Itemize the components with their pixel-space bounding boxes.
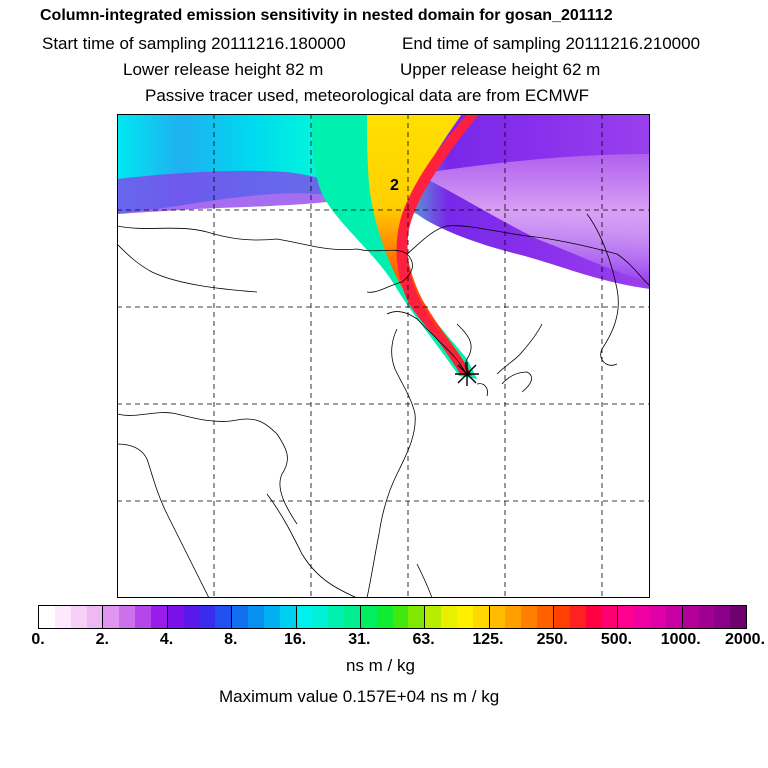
colorbar-tick-label: 2.	[95, 631, 109, 648]
colorbar-segment	[295, 606, 313, 628]
colorbar-segment	[312, 606, 329, 628]
colorbar-segment	[505, 606, 522, 628]
colorbar-segment	[537, 606, 553, 628]
colorbar-segment	[601, 606, 618, 628]
colorbar-segment	[215, 606, 232, 628]
colorbar-tick-label: 8.	[224, 631, 238, 648]
plot-title: Column-integrated emission sensitivity i…	[40, 7, 613, 24]
colorbar-segment	[665, 606, 682, 628]
colorbar-segment	[585, 606, 602, 628]
colorbar-segment	[569, 606, 586, 628]
colorbar-segment	[408, 606, 425, 628]
colorbar-segment	[472, 606, 489, 628]
colorbar-segment	[166, 606, 184, 628]
colorbar-tick-label: 2000.	[724, 631, 766, 648]
maximum-value-label: Maximum value 0.157E+04 ns m / kg	[219, 687, 500, 706]
colorbar-segment	[392, 606, 409, 628]
colorbar-segment	[247, 606, 264, 628]
sensitivity-field-east	[417, 154, 650, 282]
colorbar-segment	[650, 606, 666, 628]
colorbar-segment	[263, 606, 280, 628]
colorbar-segment	[714, 606, 731, 628]
coastlines	[117, 213, 650, 598]
sensitivity-field-west-fade	[117, 170, 377, 214]
sensitivity-map: 2	[117, 114, 650, 598]
colorbar-segment	[199, 606, 216, 628]
trajectory-day-label: 2	[390, 177, 399, 194]
end-time-label: End time of sampling 20111216.210000	[402, 34, 701, 53]
colorbar-tick-label: 500.	[600, 631, 633, 648]
colorbar-segment	[456, 606, 473, 628]
colorbar-segment	[441, 606, 457, 628]
colorbar-tick-label: 16.	[283, 631, 307, 648]
map-frame	[117, 114, 650, 598]
start-time-label: Start time of sampling 20111216.180000	[42, 34, 346, 53]
colorbar-segment	[553, 606, 570, 628]
colorbar-segment	[617, 606, 635, 628]
colorbar-segment	[70, 606, 87, 628]
colorbar-units: ns m / kg	[346, 656, 415, 675]
colorbar-segment	[86, 606, 103, 628]
colorbar-segment	[344, 606, 360, 628]
colorbar-segment	[681, 606, 699, 628]
colorbar-segment	[521, 606, 538, 628]
colorbar-tick-label: 125.	[472, 631, 504, 648]
receptor-marker-icon	[455, 362, 479, 386]
colorbar-segment	[698, 606, 715, 628]
colorbar-tick-label: 0.	[31, 631, 45, 648]
colorbar-segment	[54, 606, 71, 628]
colorbar-segment	[730, 606, 747, 628]
upper-release-label: Upper release height 62 m	[400, 60, 601, 79]
colorbar-segment	[119, 606, 136, 628]
colorbar	[38, 605, 747, 629]
colorbar-segment	[488, 606, 506, 628]
colorbar-segment	[150, 606, 167, 628]
colorbar-segment	[279, 606, 296, 628]
colorbar-segment	[424, 606, 442, 628]
plume-core	[396, 114, 479, 374]
colorbar-segment	[359, 606, 377, 628]
colorbar-segment	[183, 606, 200, 628]
colorbar-segment	[102, 606, 120, 628]
colorbar-segment	[634, 606, 651, 628]
colorbar-segment	[39, 606, 55, 628]
tracer-info-label: Passive tracer used, meteorological data…	[145, 86, 590, 105]
colorbar-segment	[328, 606, 345, 628]
lat-lon-grid	[117, 114, 650, 598]
colorbar-tick-label: 31.	[348, 631, 371, 648]
colorbar-segment	[231, 606, 248, 628]
plume-middle	[367, 114, 472, 376]
colorbar-tick-label: 250.	[536, 631, 568, 648]
colorbar-tick-label: 1000.	[660, 631, 701, 648]
colorbar-tick-label: 63.	[412, 631, 435, 648]
colorbar-segment	[135, 606, 151, 628]
lower-release-label: Lower release height 82 m	[123, 60, 324, 79]
colorbar-tick-label: 4.	[159, 631, 174, 648]
colorbar-segment	[376, 606, 393, 628]
